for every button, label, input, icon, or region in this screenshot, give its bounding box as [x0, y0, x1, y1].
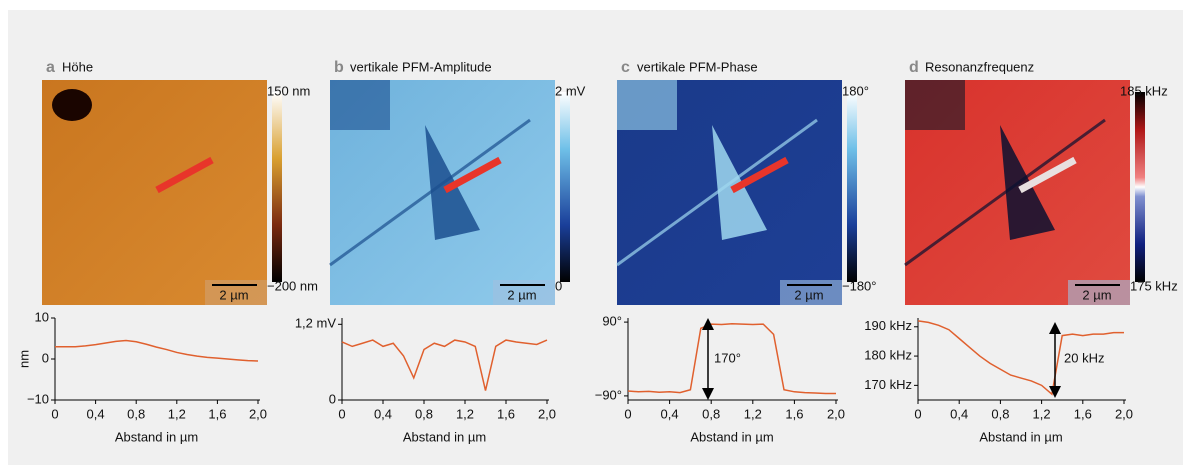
colorbar	[560, 92, 570, 282]
x-tick-label: 1,2	[1033, 406, 1051, 421]
y-tick-label: 180 kHz	[864, 348, 912, 363]
x-tick-label: 0	[51, 406, 58, 421]
x-tick-label: 2,0	[1115, 406, 1133, 421]
y-tick-label: 90°	[602, 314, 622, 329]
colorbar	[847, 92, 857, 282]
y-axis-label: nm	[16, 350, 31, 368]
x-axis-label: Abstand in µm	[115, 429, 198, 444]
x-tick-label: 1,2	[744, 406, 762, 421]
scale-bar-label: 2 µm	[219, 287, 248, 302]
y-tick-label: 190 kHz	[864, 318, 912, 333]
colorbar-label: −200 nm	[267, 278, 318, 293]
colorbar	[1135, 92, 1145, 282]
panel-title: Resonanzfrequenz	[925, 59, 1034, 74]
x-tick-label: 2,0	[249, 406, 267, 421]
annotation: 170°	[714, 350, 741, 365]
profile-marker	[443, 156, 502, 194]
x-tick-label: 1,2	[456, 406, 474, 421]
colorbar-label: 185 kHz	[1120, 83, 1168, 98]
y-tick-label: 0	[329, 391, 336, 406]
y-tick-label: 170 kHz	[864, 377, 912, 392]
x-tick-label: 0,8	[702, 406, 720, 421]
x-tick-label: 2,0	[827, 406, 845, 421]
map-feature	[905, 80, 965, 130]
x-tick-label: 0,8	[991, 406, 1009, 421]
colorbar-label: 2 mV	[555, 83, 586, 98]
x-tick-label: 1,2	[168, 406, 186, 421]
y-tick-label: −90°	[595, 387, 622, 402]
panel-letter: d	[909, 59, 919, 76]
scale-bar-label: 2 µm	[1082, 287, 1111, 302]
panel-letter: c	[621, 59, 630, 76]
x-axis-label: Abstand in µm	[979, 429, 1062, 444]
panel-title: Höhe	[62, 59, 93, 74]
map-feature	[329, 118, 531, 267]
x-tick-label: 0,4	[374, 406, 392, 421]
y-tick-label: −10	[27, 391, 49, 406]
colorbar	[272, 92, 282, 282]
x-tick-label: 1,6	[1074, 406, 1092, 421]
map-feature	[52, 89, 92, 121]
scale-bar-label: 2 µm	[507, 287, 536, 302]
profile-marker	[1018, 156, 1077, 194]
map-feature	[617, 80, 677, 130]
map-feature	[616, 118, 818, 267]
profile-marker	[730, 156, 789, 194]
profile-marker	[155, 156, 214, 194]
x-axis-label: Abstand in µm	[403, 429, 486, 444]
map-feature	[904, 118, 1106, 267]
panel-title: vertikale PFM-Amplitude	[350, 59, 492, 74]
y-tick-label: 1,2 mV	[295, 316, 337, 331]
colorbar-label: 180°	[842, 83, 869, 98]
colorbar-label: 0	[555, 278, 562, 293]
x-tick-label: 1,6	[497, 406, 515, 421]
x-tick-label: 0	[624, 406, 631, 421]
x-tick-label: 0	[914, 406, 921, 421]
x-tick-label: 1,6	[785, 406, 803, 421]
x-axis-label: Abstand in µm	[690, 429, 773, 444]
colorbar-label: 175 kHz	[1130, 278, 1178, 293]
x-tick-label: 0,4	[87, 406, 105, 421]
x-tick-label: 0,8	[415, 406, 433, 421]
data-line	[917, 320, 1124, 396]
colorbar-label: −180°	[842, 278, 876, 293]
annotation: 20 kHz	[1064, 350, 1104, 365]
x-tick-label: 0,8	[127, 406, 145, 421]
data-line	[627, 322, 836, 395]
y-tick-label: 10	[35, 309, 49, 324]
panel-title: vertikale PFM-Phase	[637, 59, 758, 74]
colorbar-label: 150 nm	[267, 83, 310, 98]
panel-letter: b	[334, 59, 344, 76]
map-feature	[330, 80, 390, 130]
x-tick-label: 0	[338, 406, 345, 421]
x-tick-label: 2,0	[538, 406, 556, 421]
x-tick-label: 0,4	[950, 406, 968, 421]
y-tick-label: 0	[42, 350, 49, 365]
x-tick-label: 0,4	[661, 406, 679, 421]
panel-letter: a	[46, 59, 55, 76]
x-tick-label: 1,6	[208, 406, 226, 421]
data-line	[55, 339, 259, 362]
scale-bar-label: 2 µm	[794, 287, 823, 302]
data-line	[341, 339, 548, 391]
